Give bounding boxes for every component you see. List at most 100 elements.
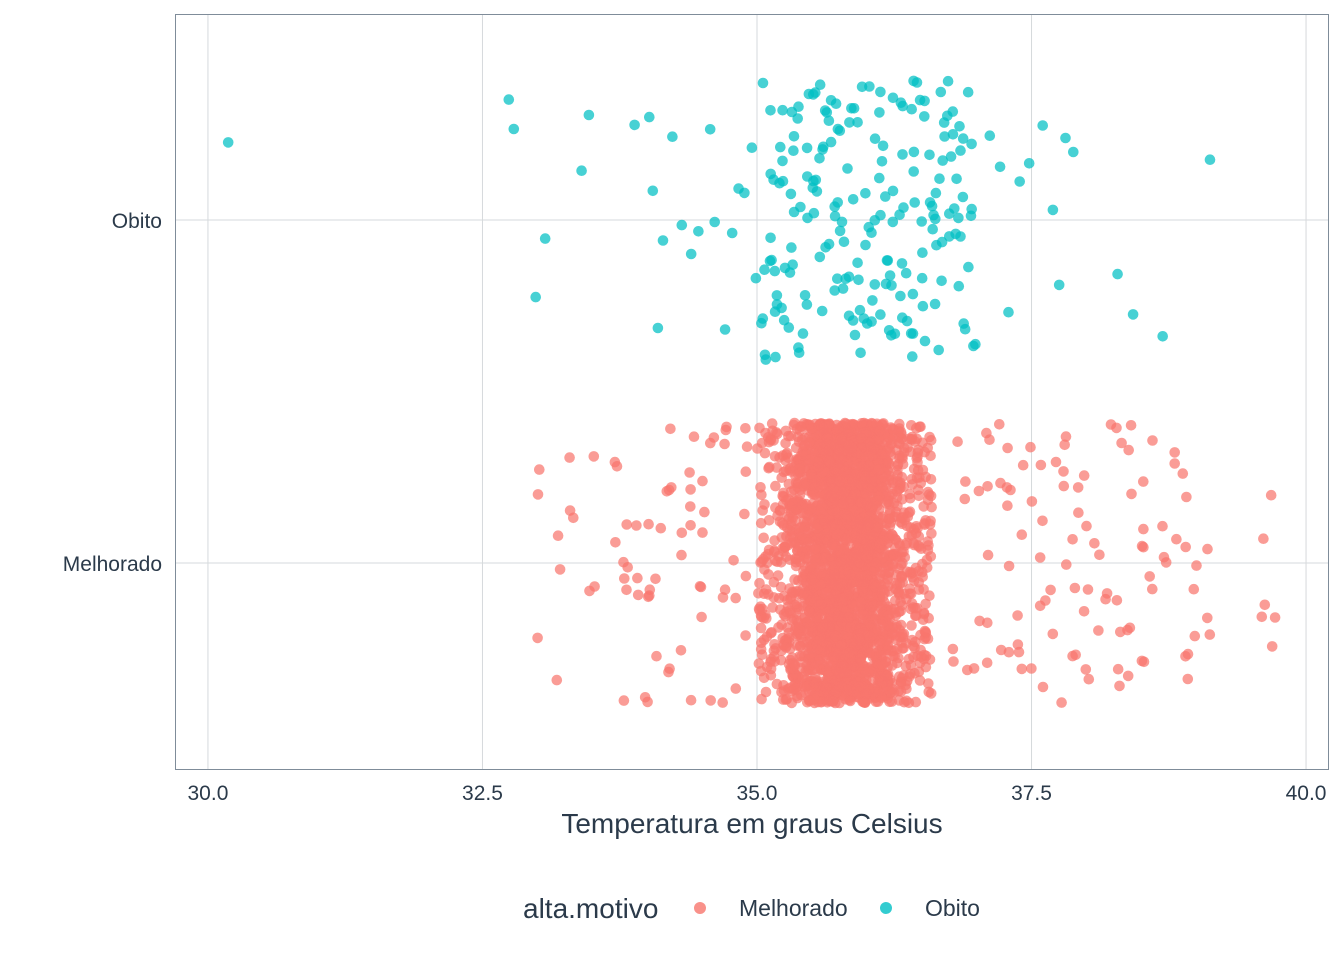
melhorado-point	[780, 438, 791, 449]
obito-point	[954, 121, 965, 132]
grid-layer	[175, 14, 1328, 769]
melhorado-point	[786, 537, 797, 549]
obito-point	[930, 187, 942, 199]
obito-point	[907, 328, 919, 339]
melhorado-point	[759, 499, 770, 510]
obito-point	[814, 79, 826, 90]
melhorado-point	[913, 531, 925, 542]
points-layer	[222, 75, 1281, 709]
obito-point	[685, 248, 697, 260]
obito-point	[860, 188, 871, 199]
melhorado-point	[816, 500, 827, 511]
obito-point	[777, 155, 788, 167]
obito-point	[875, 209, 886, 221]
obito-point	[936, 275, 947, 287]
melhorado-point	[720, 424, 732, 436]
melhorado-point	[827, 505, 839, 516]
melhorado-point	[783, 452, 794, 464]
obito-point	[962, 86, 974, 98]
obito-point	[927, 223, 938, 235]
melhorado-point	[1078, 470, 1090, 481]
melhorado-point	[833, 423, 844, 434]
melhorado-point	[926, 528, 937, 539]
melhorado-point	[815, 579, 826, 591]
melhorado-point	[684, 467, 695, 478]
melhorado-point	[699, 506, 710, 518]
obito-point	[1127, 309, 1139, 320]
melhorado-point	[876, 553, 888, 564]
melhorado-point	[816, 567, 827, 578]
melhorado-point	[552, 530, 564, 541]
melhorado-point	[1122, 670, 1134, 682]
melhorado-point	[643, 591, 654, 603]
obito-point	[704, 124, 716, 135]
melhorado-point	[799, 681, 810, 693]
melhorado-point	[758, 672, 770, 684]
melhorado-point	[982, 549, 994, 561]
melhorado-point	[719, 438, 730, 450]
melhorado-point	[1067, 650, 1078, 662]
melhorado-point	[1093, 625, 1104, 636]
panel-border	[175, 14, 1329, 770]
melhorado-point	[1269, 612, 1281, 623]
melhorado-point	[799, 440, 810, 451]
melhorado-point	[685, 520, 696, 531]
melhorado-point	[730, 683, 742, 694]
melhorado-point	[772, 510, 783, 521]
melhorado-point	[851, 514, 863, 526]
obito-point	[874, 172, 885, 184]
melhorado-point	[1012, 639, 1024, 650]
melhorado-point	[551, 674, 563, 686]
obito-point	[814, 153, 825, 164]
obito-point	[844, 117, 855, 128]
melhorado-point	[757, 603, 768, 615]
melhorado-point	[1266, 641, 1278, 652]
obito-point	[765, 105, 776, 116]
obito-point	[951, 173, 962, 185]
melhorado-point	[836, 680, 847, 692]
obito-point	[1060, 132, 1071, 144]
melhorado-point	[784, 464, 795, 476]
x-tick-label: 35.0	[737, 782, 778, 805]
melhorado-point	[651, 650, 662, 662]
melhorado-point	[1169, 458, 1180, 469]
melhorado-point	[895, 619, 907, 631]
obito-point	[652, 322, 664, 334]
melhorado-point	[754, 577, 765, 589]
melhorado-point	[866, 473, 878, 485]
melhorado-point	[1072, 482, 1084, 493]
obito-point	[847, 315, 859, 326]
melhorado-point	[688, 431, 700, 443]
melhorado-point	[855, 653, 866, 665]
melhorado-point	[895, 551, 906, 562]
melhorado-point	[855, 576, 867, 588]
melhorado-point	[1144, 571, 1155, 582]
melhorado-point	[829, 560, 841, 571]
x-axis-title: Temperatura em graus Celsius	[561, 808, 942, 839]
melhorado-point	[877, 617, 888, 628]
melhorado-point	[1147, 435, 1158, 446]
melhorado-point	[787, 498, 798, 509]
melhorado-point	[882, 496, 894, 507]
melhorado-point	[780, 642, 792, 653]
melhorado-point	[821, 488, 832, 500]
obito-point	[849, 329, 861, 341]
obito-point	[777, 175, 789, 187]
obito-point	[530, 291, 541, 303]
melhorado-point	[1002, 442, 1013, 454]
obito-point	[583, 109, 595, 121]
melhorado-point	[905, 668, 916, 680]
melhorado-point	[952, 436, 963, 448]
melhorado-point	[834, 476, 846, 487]
melhorado-point	[697, 475, 708, 487]
obito-point	[917, 247, 928, 258]
melhorado-point	[827, 539, 838, 551]
melhorado-point	[906, 420, 917, 431]
obito-point	[726, 227, 738, 239]
melhorado-point	[959, 493, 971, 505]
melhorado-point	[853, 681, 864, 692]
melhorado-point	[794, 463, 806, 474]
melhorado-point	[739, 508, 750, 520]
melhorado-point	[816, 599, 827, 610]
melhorado-point	[1180, 541, 1191, 553]
